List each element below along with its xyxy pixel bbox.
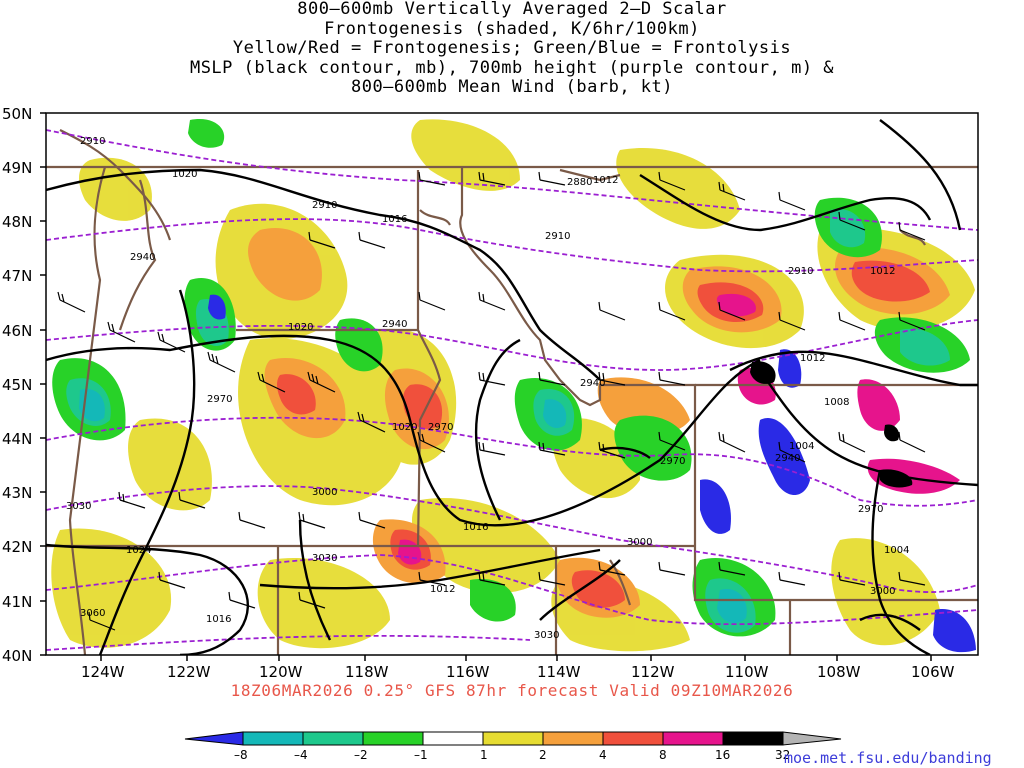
colorbar-label: 16 <box>715 748 730 762</box>
mslp-label: 1020 <box>288 322 313 333</box>
mslp-label: 1020 <box>172 169 197 180</box>
colorbar-cell <box>184 731 244 746</box>
height-label: 2970 <box>858 504 883 515</box>
contour-labels: 1020 1016 1020 1012 1012 1012 1008 1004 … <box>66 136 909 641</box>
lat-label: 47N <box>2 267 32 285</box>
colorbar-cell <box>662 731 724 746</box>
height-label: 2910 <box>788 266 813 277</box>
height-label: 2970 <box>207 394 232 405</box>
valid-time-label: 18Z06MAR2026 0.25° GFS 87hr forecast Val… <box>230 681 794 700</box>
height-label: 3000 <box>627 537 652 548</box>
mslp-label: 1020 <box>392 422 417 433</box>
height-contours <box>46 129 978 651</box>
height-label: 2940 <box>775 453 800 464</box>
lon-label: 124W <box>81 663 125 681</box>
height-label: 2910 <box>80 136 105 147</box>
lat-label: 48N <box>2 213 32 231</box>
height-label: 2880 <box>567 177 592 188</box>
colorbar-label: 2 <box>539 748 547 762</box>
mslp-label: 1004 <box>789 441 814 452</box>
title-line-2: Frontogenesis (shaded, K/6hr/100km) <box>324 18 700 39</box>
colorbar-cell <box>782 731 842 746</box>
height-label: 3000 <box>312 487 337 498</box>
colorbar-cell <box>602 731 664 746</box>
mslp-label: 1012 <box>870 266 895 277</box>
colorbar-label: –4 <box>294 748 308 762</box>
mslp-label: 1004 <box>884 545 909 556</box>
state-borders <box>46 129 978 655</box>
lon-label: 120W <box>259 663 303 681</box>
colorbar-label: –1 <box>414 748 428 762</box>
height-label: 2970 <box>660 456 685 467</box>
colorbar-label: 8 <box>659 748 667 762</box>
height-label: 3060 <box>80 608 105 619</box>
lon-label: 122W <box>167 663 211 681</box>
colorbar-label: 1 <box>480 748 488 762</box>
source-url: moe.met.fsu.edu/banding <box>784 749 992 767</box>
lon-label: 118W <box>345 663 389 681</box>
colorbar-label: –8 <box>234 748 248 762</box>
mslp-label: 1016 <box>206 614 231 625</box>
title-line-4: MSLP (black contour, mb), 700mb height (… <box>189 57 835 78</box>
lon-label: 116W <box>446 663 490 681</box>
title-line-1: 800–600mb Vertically Averaged 2–D Scalar <box>297 0 727 19</box>
height-label: 3030 <box>312 553 337 564</box>
colorbar-cell <box>242 731 304 746</box>
lat-label: 49N <box>2 159 32 177</box>
colorbar-cell <box>422 731 484 746</box>
colorbar-cell <box>302 731 364 746</box>
axis-ticks <box>40 112 932 661</box>
wind-barbs <box>57 171 926 631</box>
lon-label: 106W <box>911 663 955 681</box>
frontogenesis-map: 1020 1016 1020 1012 1012 1012 1008 1004 … <box>2 105 979 681</box>
lat-label: 44N <box>2 430 32 448</box>
lat-label: 41N <box>2 593 32 611</box>
colorbar-label: –2 <box>354 748 368 762</box>
lat-label: 46N <box>2 322 32 340</box>
colorbar: –8 –4 –2 –1 1 2 4 8 16 32 <box>184 731 842 762</box>
colorbar-cell <box>362 731 424 746</box>
lat-label: 40N <box>2 647 32 665</box>
height-label: 2940 <box>580 378 605 389</box>
mslp-label: 1012 <box>800 353 825 364</box>
height-label: 2910 <box>312 200 337 211</box>
title-line-3: Yellow/Red = Frontogenesis; Green/Blue =… <box>232 38 792 58</box>
colorbar-cell <box>482 731 544 746</box>
lat-label: 50N <box>2 105 32 123</box>
mslp-label: 1012 <box>593 175 618 186</box>
mslp-label: 1016 <box>382 214 407 225</box>
height-label: 3030 <box>534 630 559 641</box>
height-label: 2940 <box>130 252 155 263</box>
colorbar-label: 32 <box>775 748 790 762</box>
mslp-label: 1024 <box>126 545 151 556</box>
lon-label: 112W <box>631 663 675 681</box>
height-label: 2910 <box>545 231 570 242</box>
lon-label: 110W <box>725 663 769 681</box>
height-label: 3000 <box>870 586 895 597</box>
colorbar-cell <box>542 731 604 746</box>
lat-label: 42N <box>2 538 32 556</box>
mslp-label: 1008 <box>824 397 849 408</box>
lat-axis: 50N 49N 48N 47N 46N 45N 44N 43N 42N 41N … <box>2 105 32 665</box>
height-label: 3030 <box>66 501 91 512</box>
lat-label: 45N <box>2 376 32 394</box>
lat-label: 43N <box>2 484 32 502</box>
lon-label: 108W <box>817 663 861 681</box>
height-label: 2970 <box>428 422 453 433</box>
mslp-contours <box>46 119 978 655</box>
colorbar-label: 4 <box>599 748 607 762</box>
height-label: 2940 <box>382 319 407 330</box>
mslp-label: 1012 <box>430 584 455 595</box>
lon-axis: 124W 122W 120W 118W 116W 114W 112W 110W … <box>81 663 955 681</box>
mslp-label: 1016 <box>463 522 488 533</box>
colorbar-cell <box>722 731 784 746</box>
title-line-5: 800–600mb Mean Wind (barb, kt) <box>350 77 674 97</box>
lon-label: 114W <box>537 663 581 681</box>
